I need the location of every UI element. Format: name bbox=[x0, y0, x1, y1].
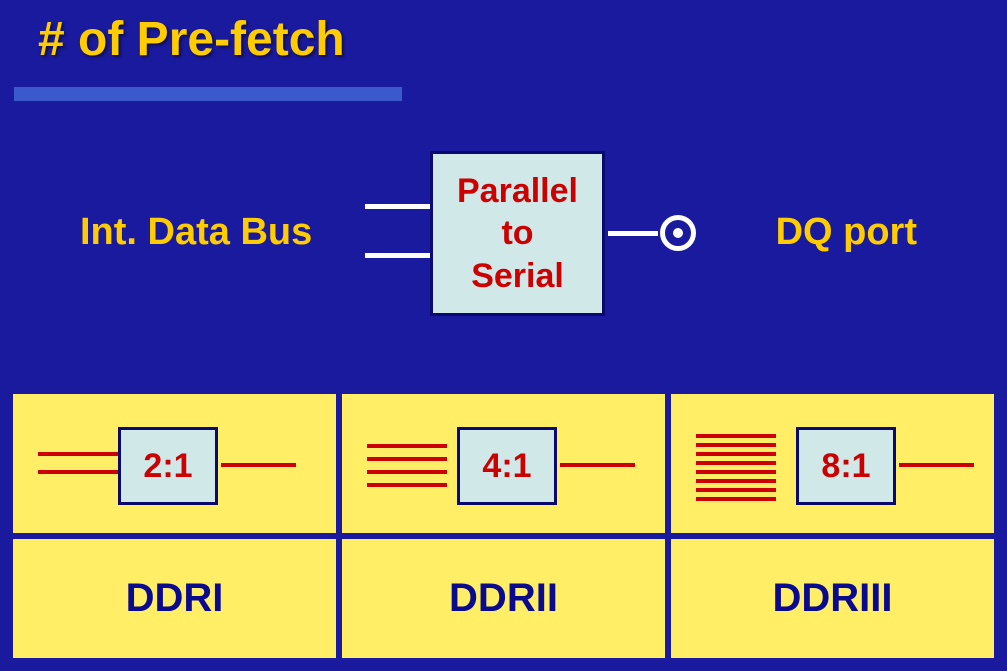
name-cell-ddr3: DDRIII bbox=[668, 536, 997, 661]
ratio-cell-ddr3: 8:1 bbox=[668, 391, 997, 536]
name-cell-ddr2: DDRII bbox=[339, 536, 668, 661]
ratio-cell-ddr2: 4:1 bbox=[339, 391, 668, 536]
output-line bbox=[608, 231, 658, 236]
ratio-text-ddr2: 4:1 bbox=[482, 447, 531, 486]
input-lines-ddr3 bbox=[696, 434, 776, 501]
output-line-ddr3 bbox=[899, 463, 974, 467]
page-title: # of Pre-fetch bbox=[0, 0, 1007, 67]
ratio-text-ddr3: 8:1 bbox=[821, 447, 870, 486]
converter-text-2: to bbox=[501, 212, 533, 255]
ratio-text-ddr1: 2:1 bbox=[143, 447, 192, 486]
int-data-bus-label: Int. Data Bus bbox=[80, 211, 312, 254]
ratio-box-ddr2: 4:1 bbox=[457, 427, 557, 505]
title-underline bbox=[14, 87, 402, 101]
dq-port-icon bbox=[660, 215, 696, 251]
converter-text-3: Serial bbox=[471, 255, 564, 298]
input-line-1 bbox=[365, 204, 430, 209]
output-line-ddr2 bbox=[560, 463, 635, 467]
ratio-box-ddr1: 2:1 bbox=[118, 427, 218, 505]
top-diagram: Int. Data Bus Parallel to Serial DQ port bbox=[0, 141, 1007, 351]
converter-text-1: Parallel bbox=[457, 170, 578, 213]
comparison-table: 2:1 4:1 8:1 DDRI DDRII DDRIII bbox=[10, 391, 997, 661]
name-cell-ddr1: DDRI bbox=[10, 536, 339, 661]
ddr2-label: DDRII bbox=[449, 576, 558, 621]
input-lines-ddr2 bbox=[367, 444, 447, 487]
input-line-2 bbox=[365, 253, 430, 258]
dq-port-label: DQ port bbox=[776, 211, 917, 254]
ddr3-label: DDRIII bbox=[773, 576, 893, 621]
input-lines-ddr1 bbox=[38, 452, 118, 474]
ddr1-label: DDRI bbox=[126, 576, 224, 621]
converter-box: Parallel to Serial bbox=[430, 151, 605, 316]
ratio-cell-ddr1: 2:1 bbox=[10, 391, 339, 536]
ratio-box-ddr3: 8:1 bbox=[796, 427, 896, 505]
output-line-ddr1 bbox=[221, 463, 296, 467]
